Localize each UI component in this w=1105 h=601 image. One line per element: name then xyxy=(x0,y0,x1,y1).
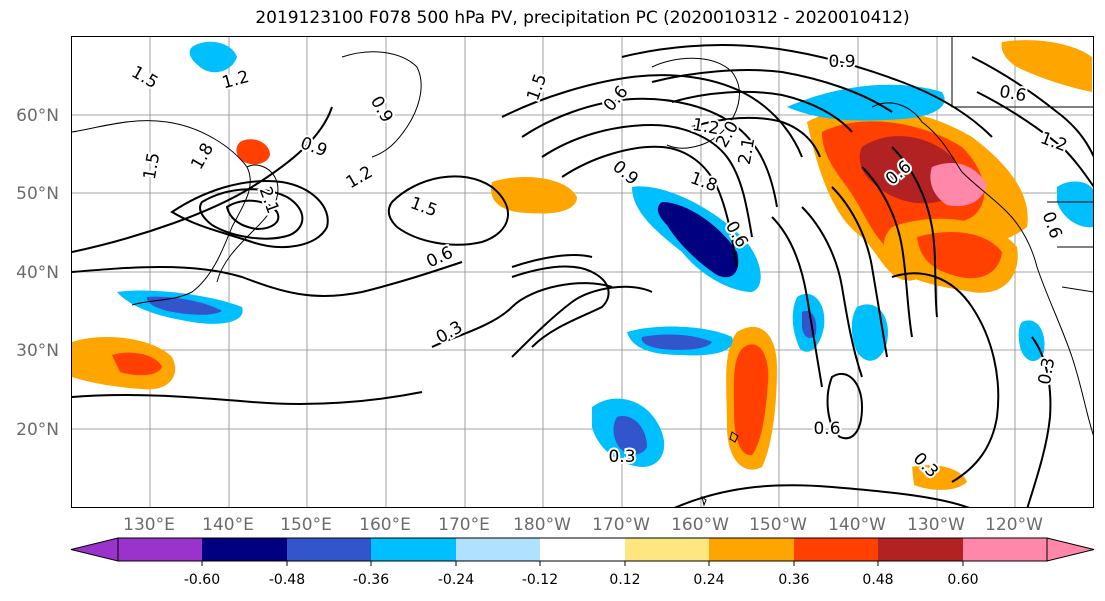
shade-central-royal xyxy=(613,416,647,455)
colorbar-tick-label: 0.60 xyxy=(947,572,979,588)
contour-label: 0.9 xyxy=(828,52,855,72)
precipitation-shading xyxy=(72,40,1093,490)
graticule xyxy=(72,37,1093,507)
lon-label-150e: 150°E xyxy=(280,515,332,535)
colorbar-swatch xyxy=(794,538,878,561)
lon-label-160w: 160°W xyxy=(671,515,729,535)
colorbar-tick-label: 0.36 xyxy=(778,572,810,588)
colorbar-tick-label: -0.12 xyxy=(521,572,559,588)
lon-label-170w: 170°W xyxy=(592,515,650,535)
colorbar-swatch xyxy=(371,538,456,561)
colorbar-swatch xyxy=(625,538,709,561)
lat-label-60: 60°N xyxy=(16,106,59,126)
shade-alaska-pink xyxy=(930,163,987,207)
colorbar-swatch xyxy=(456,538,540,561)
map-title: 2019123100 F078 500 hPa PV, precipitatio… xyxy=(255,8,910,28)
lat-label-30: 30°N xyxy=(16,341,59,361)
map-panel: 1.5 1.2 0.9 1.8 2.1 1.5 1.2 0.9 1.5 0.6 0.3 0.9 1.5 1… xyxy=(71,36,1094,508)
shade-subtropic-red xyxy=(733,344,769,456)
colorbar-swatch xyxy=(878,538,963,561)
shade-west-red xyxy=(112,352,162,376)
lon-label-150w: 150°W xyxy=(749,515,807,535)
colorbar-tick-label: 0.48 xyxy=(862,572,894,588)
lat-label-50: 50°N xyxy=(16,184,59,204)
lon-label-130w: 130°W xyxy=(907,515,965,535)
colorbar-tick-label: -0.60 xyxy=(183,572,221,588)
shade-aleutian-navy xyxy=(657,202,739,278)
contour-label: 0.6 xyxy=(813,419,840,439)
shade-ne-orange xyxy=(1001,40,1092,92)
colorbar-arrow-low xyxy=(70,537,119,562)
pv-contours xyxy=(72,44,1093,507)
colorbar-tick-label: -0.36 xyxy=(352,572,390,588)
shade-coast-red xyxy=(917,232,1002,279)
lon-label-140w: 140°W xyxy=(828,515,886,535)
shade-west-royal xyxy=(146,296,222,315)
lon-label-140e: 140°E xyxy=(202,515,254,535)
colorbar-swatch xyxy=(963,538,1047,561)
shade-baja-blue xyxy=(1018,320,1045,362)
lat-label-20: 20°N xyxy=(16,420,59,440)
shade-japan-red xyxy=(236,139,270,165)
coastlines xyxy=(72,37,1093,507)
colorbar-swatch xyxy=(540,538,625,561)
lon-label-160e: 160°E xyxy=(359,515,411,535)
lat-label-40: 40°N xyxy=(16,263,59,283)
lon-label-120w: 120°W xyxy=(985,515,1043,535)
colorbar-swatch xyxy=(709,538,794,561)
contour-label: 0.6 xyxy=(998,82,1028,106)
colorbar-swatch xyxy=(118,538,202,561)
colorbar-arrow-high xyxy=(1046,537,1095,562)
shade-baja-orange xyxy=(912,465,967,490)
contour-label: 0.3 xyxy=(608,447,635,467)
colorbar-swatch xyxy=(287,538,371,561)
colorbar-frame xyxy=(117,537,1048,562)
lon-label-170e: 170°E xyxy=(438,515,490,535)
shade-180-orange xyxy=(491,177,577,214)
colorbar-swatch xyxy=(202,538,287,561)
colorbar-tick-label: -0.48 xyxy=(268,572,306,588)
map-canvas: 1.5 1.20.91.82.11.5 1.20.91.50.60.30.91.51… xyxy=(72,37,1093,507)
colorbar-tick-label: 0.12 xyxy=(609,572,641,588)
colorbar-tick-label: -0.24 xyxy=(437,572,475,588)
shade-ne-blue xyxy=(1057,181,1093,228)
shade-mid-royal xyxy=(641,334,712,350)
lon-label-130e: 130°E xyxy=(123,515,175,535)
colorbar-tick-label: 0.24 xyxy=(693,572,725,588)
lon-label-180w: 180°W xyxy=(513,515,571,535)
shade-top-blue xyxy=(189,41,237,73)
shade-east-blue-2 xyxy=(851,304,888,361)
